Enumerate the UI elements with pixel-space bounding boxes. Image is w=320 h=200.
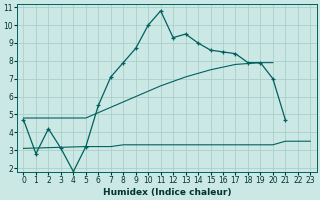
X-axis label: Humidex (Indice chaleur): Humidex (Indice chaleur) [103, 188, 231, 197]
